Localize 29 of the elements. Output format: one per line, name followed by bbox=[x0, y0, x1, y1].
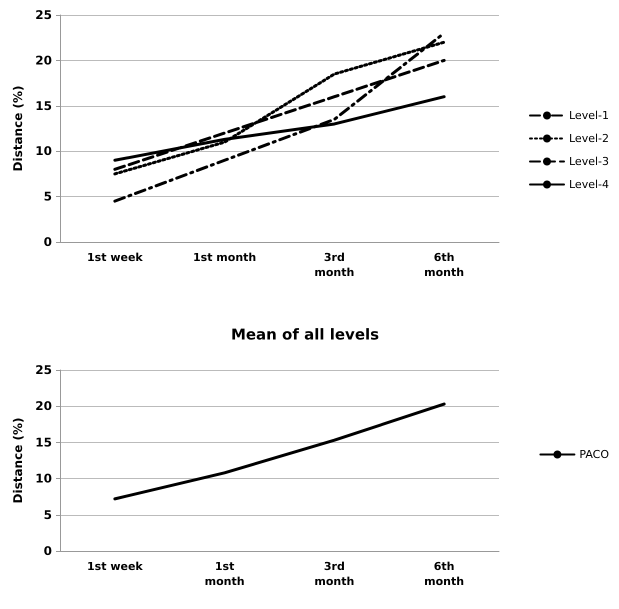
line-series bbox=[113, 402, 446, 500]
y-tick-label: 5 bbox=[44, 508, 52, 522]
y-tick-label: 10 bbox=[35, 472, 52, 486]
legend-label: Level-2 bbox=[568, 132, 610, 145]
x-tick-label: 6th month bbox=[424, 560, 464, 588]
chart-title: Mean of all levels bbox=[230, 326, 380, 344]
y-tick-label: 15 bbox=[35, 435, 52, 450]
y-tick-label: 0 bbox=[44, 235, 52, 249]
y-tick-label: 0 bbox=[44, 544, 52, 558]
y-tick-label: 25 bbox=[35, 8, 52, 22]
y-tick-label: 10 bbox=[35, 144, 52, 158]
y-tick-label: 25 bbox=[35, 363, 52, 377]
x-tick-label: 1st month bbox=[193, 251, 256, 264]
y-axis-title: Distance (%) bbox=[11, 417, 25, 504]
x-tick-label: 3rd month bbox=[314, 560, 354, 588]
x-tick-label: 3rd month bbox=[314, 251, 354, 279]
legend-label: PACO bbox=[579, 448, 610, 461]
x-tick-label: 6th month bbox=[424, 251, 464, 279]
legend-label: Level-4 bbox=[568, 178, 610, 191]
y-axis-title: Distance (%) bbox=[11, 85, 25, 172]
x-tick-label: 1st week bbox=[87, 251, 144, 264]
legend-label: Level-1 bbox=[568, 109, 610, 122]
y-tick-label: 15 bbox=[35, 98, 52, 113]
y-tick-label: 5 bbox=[44, 190, 52, 204]
x-tick-label: 1st month bbox=[204, 560, 245, 588]
x-tick-label: 1st week bbox=[87, 560, 144, 573]
y-tick-label: 20 bbox=[35, 53, 52, 68]
y-tick-label: 20 bbox=[35, 399, 52, 414]
legend-label: Level-3 bbox=[568, 155, 610, 168]
